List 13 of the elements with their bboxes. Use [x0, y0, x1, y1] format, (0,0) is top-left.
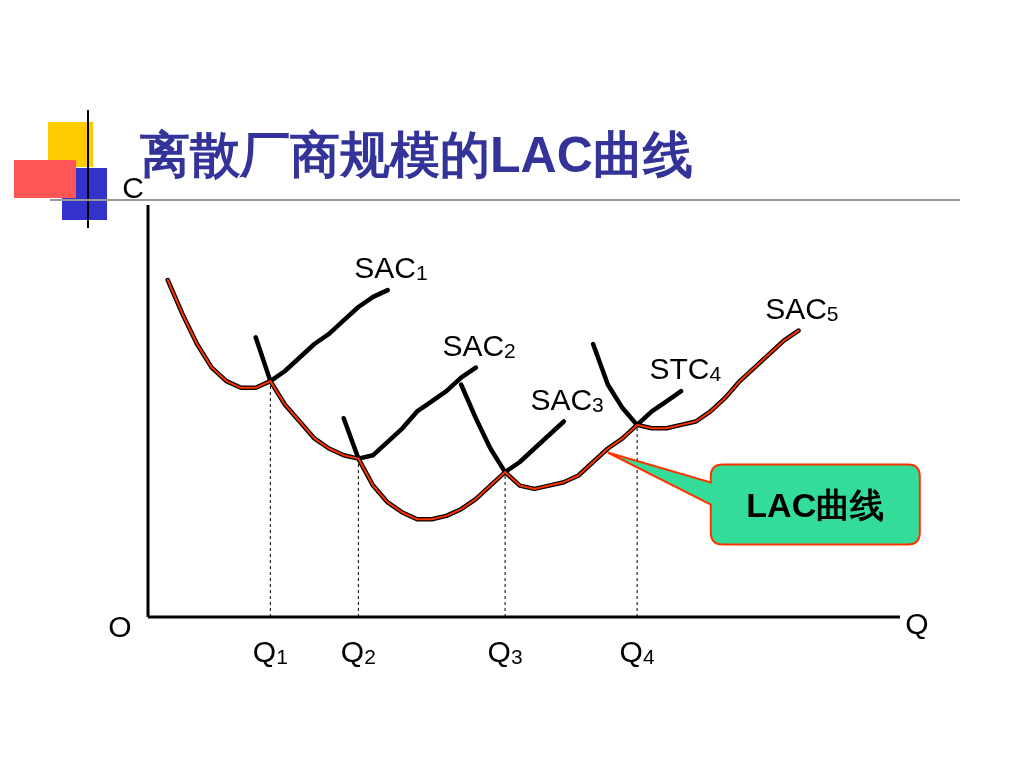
text: LAC曲线 — [746, 485, 885, 524]
series-label: SAC$_{1}$ — [354, 251, 428, 285]
x-tick-label: Q$_{4}$ — [619, 635, 655, 669]
series-label: SAC$_{3}$ — [530, 382, 604, 416]
text: O — [108, 610, 132, 643]
series-label: STC$_{4}$ — [649, 352, 722, 386]
y-axis-title: C — [122, 171, 144, 204]
series-label: SAC$_{2}$ — [442, 328, 516, 362]
series-label: SAC$_{5}$ — [765, 291, 839, 325]
x-tick-label: Q$_{2}$ — [340, 635, 376, 669]
x-tick-label: Q$_{3}$ — [487, 635, 523, 669]
x-tick-label: Q$_{1}$ — [252, 635, 288, 669]
x-axis-title: Q — [905, 607, 929, 640]
